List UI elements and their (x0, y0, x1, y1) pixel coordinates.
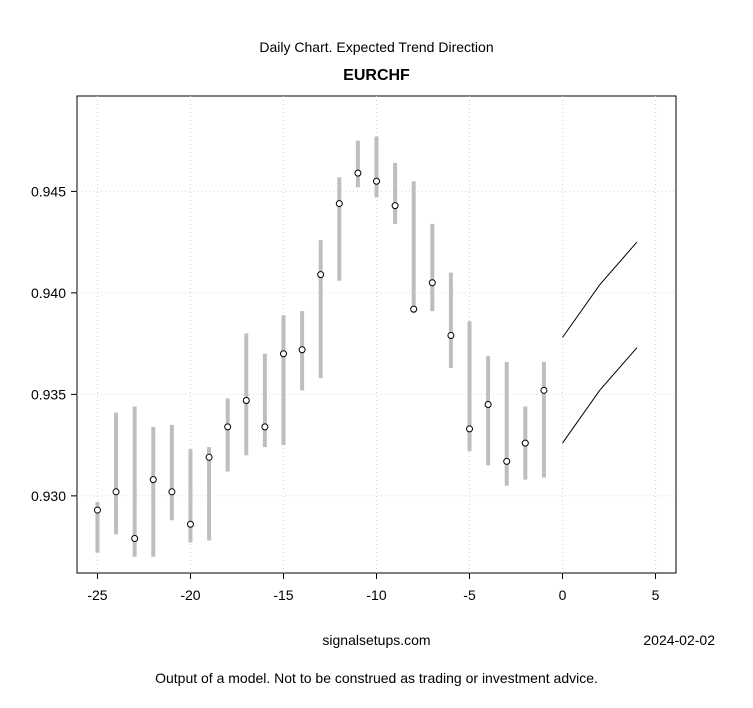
x-tick-label: -25 (87, 587, 107, 603)
x-tick-label: 5 (652, 587, 660, 603)
data-points (93, 169, 548, 542)
data-point (373, 177, 380, 185)
forecast-lines (562, 241, 638, 444)
data-point (503, 457, 511, 465)
data-point (131, 534, 139, 542)
data-point (149, 476, 157, 484)
chart-title: EURCHF (343, 67, 410, 84)
data-point (205, 453, 213, 461)
x-tick-label: -20 (180, 587, 200, 603)
data-point (168, 488, 176, 496)
data-point (242, 396, 250, 404)
data-point (261, 423, 269, 431)
range-bars (95, 136, 546, 557)
data-point (540, 386, 548, 394)
data-point (279, 350, 287, 358)
y-tick-label: 0.945 (31, 183, 66, 199)
data-point (224, 423, 232, 431)
forecast-lower-line (562, 347, 638, 444)
date-label: 2024-02-02 (643, 632, 715, 648)
data-point (354, 169, 362, 177)
y-axis: 0.930 0.935 0.940 0.945 (31, 183, 77, 504)
data-point (391, 202, 399, 210)
y-tick-label: 0.935 (31, 386, 66, 402)
data-point (447, 332, 455, 340)
source-label: signalsetups.com (322, 632, 431, 648)
data-point (186, 520, 194, 528)
x-tick-label: -5 (463, 587, 476, 603)
data-point (317, 271, 325, 279)
x-tick-label: -10 (366, 587, 386, 603)
data-point (93, 506, 101, 514)
data-point (466, 425, 474, 433)
x-axis: -25 -20 -15 -10 -5 0 5 (87, 573, 660, 603)
disclaimer-text: Output of a model. Not to be construed a… (155, 670, 598, 686)
chart-subtitle: Daily Chart. Expected Trend Direction (259, 39, 494, 55)
forecast-upper-line (562, 241, 638, 338)
data-point (298, 346, 306, 354)
data-point (521, 439, 529, 447)
y-tick-label: 0.930 (31, 488, 66, 504)
y-tick-label: 0.940 (31, 285, 66, 301)
x-tick-label: -15 (273, 587, 293, 603)
data-point (112, 488, 120, 496)
data-point (428, 279, 436, 287)
x-tick-label: 0 (559, 587, 567, 603)
data-point (335, 200, 343, 208)
data-point (410, 305, 418, 313)
data-point (484, 401, 492, 409)
